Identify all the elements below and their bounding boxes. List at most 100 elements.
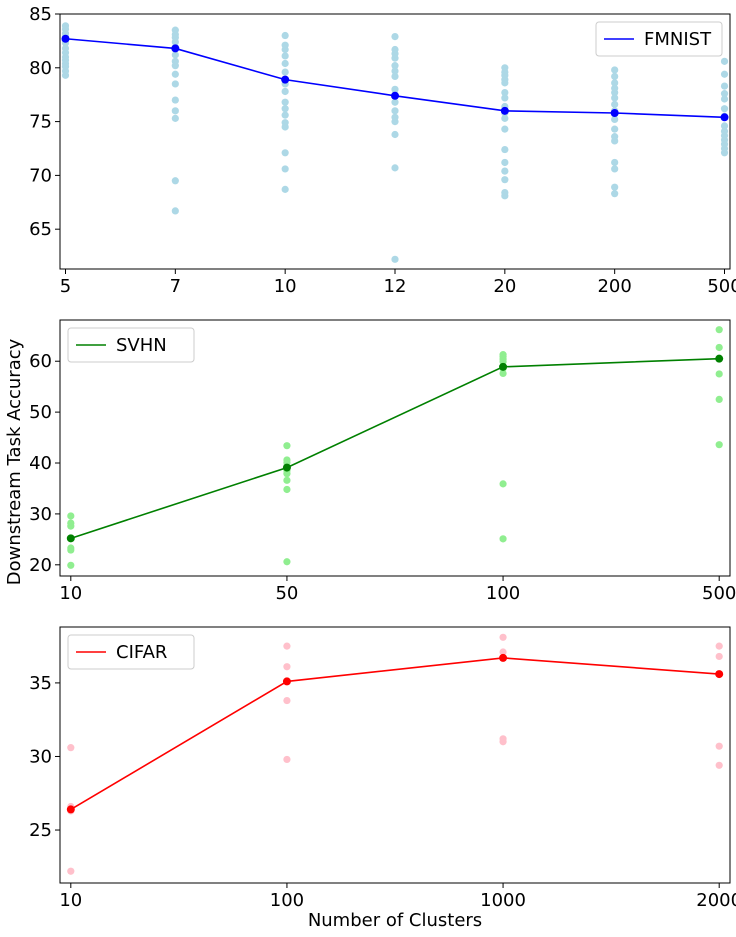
fmnist-scatter-point (611, 72, 619, 81)
svhn-scatter-point (67, 512, 75, 520)
fmnist-scatter-point (501, 64, 509, 72)
fmnist-scatter-point (391, 98, 399, 106)
fmnist-scatter-point (171, 51, 179, 59)
fmnist-scatter-point (281, 52, 289, 60)
fmnist-mean-point (391, 91, 399, 100)
svhn-panel: 10 50 100 500 20 30 40 50 60 SVHN (29, 319, 736, 604)
cifar-scatter-point (499, 735, 507, 743)
fmnist-x-tick-label: 5 (60, 276, 71, 297)
fmnist-x-tick-label: 500 (707, 276, 736, 297)
fmnist-x-tick-label: 12 (384, 276, 407, 297)
fmnist-x-tick-label: 200 (597, 276, 631, 297)
svhn-scatter-point (499, 535, 507, 543)
fmnist-scatter-point (281, 165, 289, 173)
fmnist-scatter-point (611, 100, 619, 108)
svhn-mean-point (282, 463, 291, 472)
fmnist-scatter-point (501, 158, 509, 167)
y-axis-label: Downstream Task Accuracy (4, 338, 25, 585)
cifar-mean-point (499, 653, 508, 662)
fmnist-scatter-point (281, 185, 289, 193)
svhn-scatter-point (283, 442, 291, 450)
cifar-y-tick-label: 30 (29, 746, 52, 767)
svhn-scatter-point (715, 441, 723, 449)
fmnist-scatter-point (281, 41, 289, 49)
cifar-x-tick-label: 1000 (480, 890, 526, 911)
fmnist-scatter-point (391, 72, 399, 81)
fmnist-scatter-point (501, 176, 509, 184)
fmnist-scatter-point (281, 105, 289, 113)
fmnist-scatter-point (501, 88, 509, 97)
fmnist-scatter-point (501, 94, 509, 102)
fmnist-scatter-point (391, 107, 399, 115)
fmnist-scatter-point (281, 68, 289, 76)
svhn-scatter-point (283, 476, 291, 484)
fmnist-scatter-point (61, 44, 70, 53)
fmnist-scatter-point (501, 167, 509, 175)
fmnist-scatter-point (281, 111, 289, 119)
cifar-scatter-point (715, 742, 723, 750)
fmnist-scatter-point (720, 70, 729, 78)
fmnist-scatter-point (391, 32, 399, 41)
svhn-scatter-point (67, 519, 75, 527)
svhn-scatter-point (67, 561, 75, 569)
fmnist-scatter-point (171, 207, 179, 215)
svhn-scatter-point (499, 351, 507, 359)
cifar-y-tick-label: 35 (29, 673, 52, 694)
cifar-scatter-point (499, 648, 507, 656)
fmnist-scatter-point (611, 115, 619, 124)
cifar-scatter-point (499, 633, 507, 641)
fmnist-scatter-point (611, 66, 619, 74)
fmnist-panel: 5 7 10 12 20 200 500 65 70 75 80 85 FMNIST (29, 4, 736, 297)
fmnist-scatter-point (391, 130, 399, 139)
cifar-x-tick-label: 10 (59, 890, 82, 911)
fmnist-scatter-point (501, 145, 509, 154)
fmnist-scatter-point (281, 119, 289, 127)
fmnist-scatter-point (611, 158, 619, 167)
fmnist-scatter-point (281, 31, 289, 40)
fmnist-scatter-point (171, 70, 179, 78)
svhn-scatter-point (715, 326, 723, 334)
cifar-mean-point (715, 670, 724, 679)
svhn-scatter-point (67, 544, 75, 552)
cifar-scatter-point (715, 652, 723, 661)
fmnist-scatter-point (501, 125, 509, 133)
fmnist-scatter-point (171, 107, 179, 115)
fmnist-scatter-point (611, 94, 619, 102)
svhn-scatter-point (499, 480, 507, 488)
cifar-legend-label: CIFAR (116, 642, 167, 663)
fmnist-scatter-point (720, 57, 729, 65)
fmnist-scatter-point (171, 57, 179, 65)
fmnist-scatter-point (611, 190, 619, 198)
fmnist-mean-point (281, 75, 290, 84)
fmnist-scatter-point (61, 22, 70, 30)
fmnist-scatter-point (391, 85, 399, 93)
cifar-scatter-point (283, 696, 291, 705)
svhn-x-tick-label: 100 (486, 583, 520, 604)
cifar-y-tick-label: 25 (29, 820, 52, 841)
fmnist-scatter-point (281, 87, 289, 96)
fmnist-scatter-point (391, 67, 399, 75)
svhn-y-tick-label: 20 (29, 555, 52, 576)
svhn-scatter-point (283, 456, 291, 464)
cifar-x-tick-label: 2000 (696, 890, 736, 911)
fmnist-legend-box (595, 21, 723, 57)
svhn-scatter-point (715, 395, 723, 403)
svhn-x-tick-label: 10 (59, 583, 82, 604)
fmnist-mean-point (61, 34, 70, 43)
fmnist-y-tick-label: 70 (29, 165, 52, 186)
fmnist-legend-label: FMNIST (644, 29, 712, 50)
svhn-mean-point (66, 534, 75, 543)
fmnist-scatter-point (171, 177, 179, 185)
cifar-legend-box (67, 634, 195, 670)
svhn-x-tick-label: 500 (702, 583, 736, 604)
svhn-mean-point (715, 354, 724, 363)
fmnist-y-tick-label: 80 (29, 58, 52, 79)
fmnist-scatter-point (720, 127, 729, 135)
cifar-mean-point (66, 805, 75, 814)
fmnist-scatter-point (611, 133, 619, 141)
fmnist-scatter-point (281, 149, 289, 157)
fmnist-scatter-point (611, 84, 619, 92)
fmnist-scatter-point (391, 45, 399, 54)
svhn-scatter-point (499, 369, 507, 378)
fmnist-mean-point (500, 106, 509, 115)
